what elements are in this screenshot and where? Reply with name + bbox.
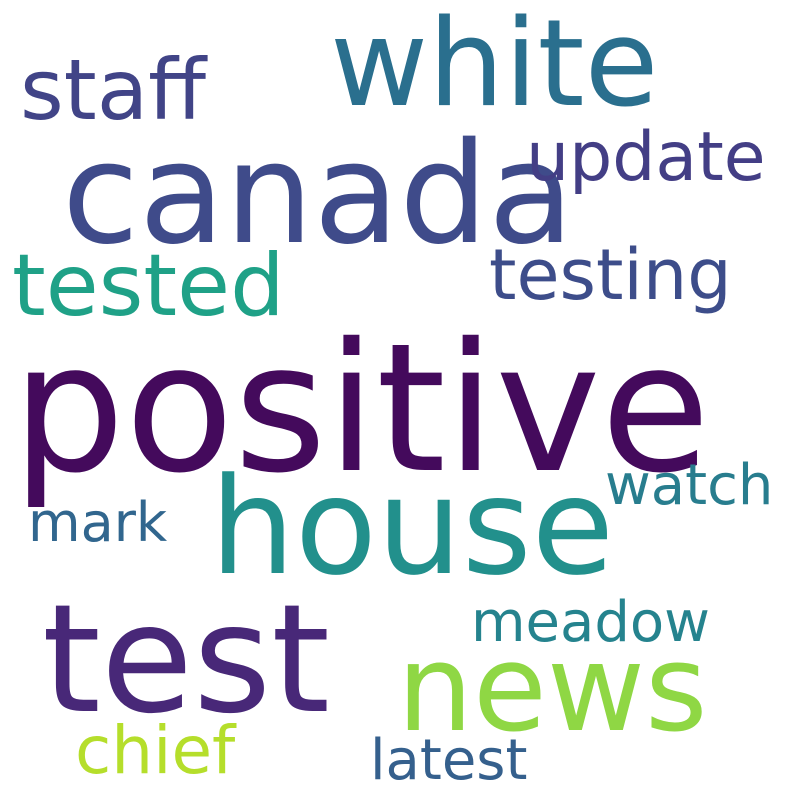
word-positive: positive <box>12 305 711 512</box>
word-house: house <box>210 449 615 605</box>
word-staff: staff <box>20 41 207 139</box>
word-white: white <box>330 0 659 134</box>
word-tested: tested <box>12 236 285 336</box>
word-news: news <box>397 620 708 759</box>
word-mark: mark <box>28 491 168 554</box>
word-canada: canada <box>62 113 574 276</box>
word-meadow: meadow <box>471 590 710 655</box>
word-testing: testing <box>489 234 732 316</box>
word-update: update <box>526 118 766 197</box>
word-test: test <box>42 573 331 747</box>
word-latest: latest <box>370 728 528 793</box>
word-chief: chief <box>75 712 236 789</box>
word-watch: watch <box>605 453 774 518</box>
